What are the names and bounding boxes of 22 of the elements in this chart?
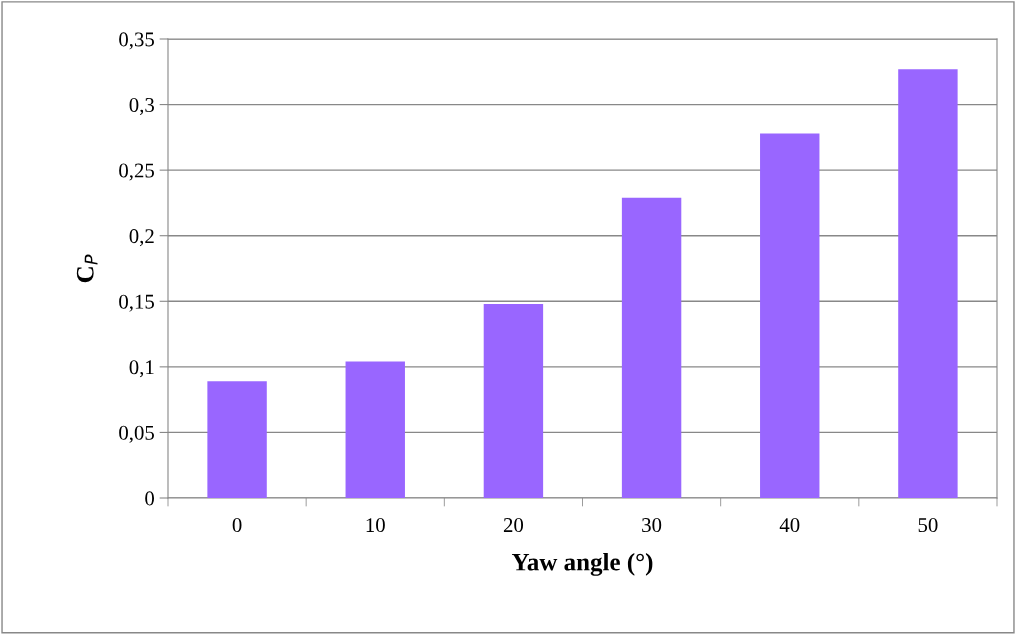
bar bbox=[207, 381, 267, 498]
bar bbox=[898, 69, 958, 498]
y-axis-title: C$_{P}$ bbox=[76, 254, 98, 283]
x-tick-label: 50 bbox=[918, 518, 938, 533]
y-tick-label: 0,2 bbox=[129, 229, 154, 247]
bar bbox=[483, 303, 544, 498]
y-tick-label: 0,05 bbox=[119, 425, 154, 443]
y-tick-label: 0,15 bbox=[119, 294, 154, 312]
bar bbox=[345, 361, 405, 498]
bar bbox=[621, 197, 682, 498]
y-tick-label: 0,1 bbox=[129, 360, 154, 378]
x-axis-title: Yaw angle (°) bbox=[511, 553, 653, 576]
y-tick-label: 0,25 bbox=[119, 163, 154, 181]
x-tick-label: 10 bbox=[366, 518, 385, 533]
x-tick-label: 30 bbox=[642, 518, 662, 533]
x-tick-label: 40 bbox=[779, 518, 800, 533]
y-tick-label: 0 bbox=[145, 491, 155, 506]
x-tick-label: 20 bbox=[503, 518, 524, 533]
y-tick-label: 0,3 bbox=[129, 97, 154, 115]
x-tick-label: 0 bbox=[232, 518, 242, 533]
bar bbox=[760, 133, 820, 498]
y-tick-label: 0,35 bbox=[119, 32, 154, 50]
